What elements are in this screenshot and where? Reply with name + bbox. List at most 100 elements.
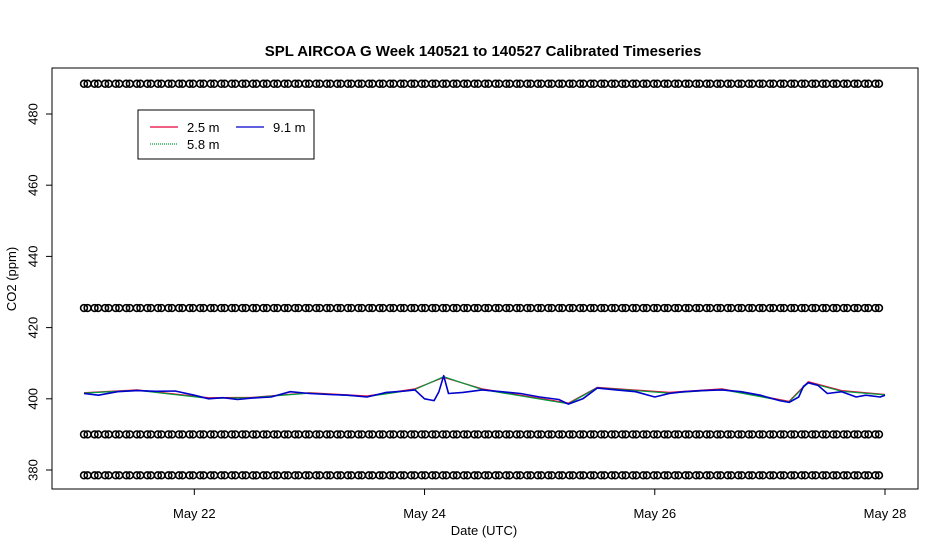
calibration-marker <box>744 471 753 480</box>
calibration-marker <box>248 430 258 439</box>
calibration-marker <box>343 430 353 439</box>
calibration-marker <box>607 471 616 480</box>
calibration-marker <box>575 471 585 480</box>
calibration-marker <box>343 471 353 480</box>
calibration-marker <box>396 430 405 439</box>
calibration-marker <box>712 430 722 439</box>
calibration-marker <box>660 471 669 480</box>
calibration-marker <box>227 303 236 313</box>
calibration-marker <box>269 471 279 480</box>
calibration-marker <box>850 471 859 480</box>
calibration-marker <box>333 79 342 88</box>
calibration-marker <box>122 79 131 88</box>
calibration-marker <box>544 430 553 439</box>
calibration-marker <box>828 471 838 480</box>
calibration-marker <box>596 471 606 480</box>
calibration-marker <box>449 471 458 480</box>
calibration-marker <box>280 430 289 439</box>
calibration-marker <box>681 430 690 439</box>
calibration-marker <box>375 79 384 88</box>
calibration-marker <box>153 430 163 439</box>
calibration-markers <box>79 79 884 480</box>
calibration-marker <box>639 79 648 88</box>
calibration-marker <box>301 471 310 480</box>
calibration-marker <box>111 79 120 88</box>
calibration-marker <box>786 430 796 439</box>
calibration-marker <box>311 471 321 480</box>
y-tick-label: 400 <box>25 388 40 410</box>
calibration-marker <box>681 79 690 88</box>
calibration-marker <box>185 79 194 88</box>
calibration-marker <box>269 303 279 313</box>
y-axis: 380 400 420 440 460 480 <box>25 103 52 481</box>
calibration-marker <box>375 303 384 313</box>
calibration-marker <box>512 471 521 480</box>
calibration-marker <box>860 430 870 439</box>
calibration-marker <box>333 303 342 313</box>
calibration-marker <box>554 430 564 439</box>
calibration-marker <box>259 430 268 439</box>
calibration-marker <box>712 303 722 313</box>
calibration-marker <box>871 430 880 439</box>
calibration-marker <box>164 79 173 88</box>
calibration-marker <box>755 430 764 439</box>
calibration-marker <box>238 79 247 88</box>
chart-title: SPL AIRCOA G Week 140521 to 140527 Calib… <box>265 43 702 60</box>
calibration-marker <box>259 471 268 480</box>
calibration-marker <box>533 471 542 480</box>
legend-label-9-1m: 9.1 m <box>273 120 306 135</box>
calibration-marker <box>596 303 606 313</box>
calibration-marker <box>216 79 226 88</box>
calibration-marker <box>322 471 331 480</box>
calibration-marker <box>480 79 490 88</box>
calibration-marker <box>874 430 884 439</box>
calibration-marker <box>828 303 838 313</box>
calibration-marker <box>153 471 163 480</box>
calibration-marker <box>122 471 131 480</box>
calibration-marker <box>290 303 300 313</box>
calibration-marker <box>786 79 796 88</box>
y-tick-label: 440 <box>25 246 40 268</box>
calibration-marker <box>617 79 627 88</box>
calibration-marker <box>723 471 732 480</box>
calibration-marker <box>776 303 785 313</box>
y-axis-title: CO2 (ppm) <box>4 247 19 311</box>
calibration-marker <box>354 79 363 88</box>
calibration-marker <box>449 79 458 88</box>
calibration-marker <box>248 471 258 480</box>
calibration-marker <box>396 79 405 88</box>
calibration-marker <box>649 471 659 480</box>
calibration-marker <box>776 430 785 439</box>
calibration-marker <box>206 79 215 88</box>
calibration-marker <box>459 471 469 480</box>
calibration-marker <box>143 471 152 480</box>
calibration-marker <box>797 79 806 88</box>
calibration-marker <box>755 471 764 480</box>
legend-label-2-5m: 2.5 m <box>187 120 220 135</box>
calibration-marker <box>807 471 817 480</box>
calibration-marker <box>290 430 300 439</box>
calibration-marker <box>533 79 542 88</box>
calibration-marker <box>248 303 258 313</box>
calibration-marker <box>132 430 141 439</box>
calibration-marker <box>575 303 585 313</box>
y-tick-label: 480 <box>25 103 40 125</box>
calibration-marker <box>164 430 173 439</box>
calibration-marker <box>438 430 447 439</box>
calibration-marker <box>438 79 447 88</box>
calibration-marker <box>765 430 775 439</box>
calibration-marker <box>100 303 110 313</box>
calibration-marker <box>417 471 426 480</box>
calibration-marker <box>280 471 289 480</box>
calibration-marker <box>428 79 437 88</box>
calibration-marker <box>691 303 701 313</box>
calibration-marker <box>839 303 848 313</box>
calibration-marker <box>723 79 732 88</box>
calibration-marker <box>354 471 363 480</box>
calibration-marker <box>143 430 152 439</box>
calibration-marker <box>512 430 521 439</box>
calibration-marker <box>522 471 532 480</box>
calibration-marker <box>153 303 163 313</box>
calibration-marker <box>702 430 711 439</box>
calibration-marker <box>691 430 701 439</box>
